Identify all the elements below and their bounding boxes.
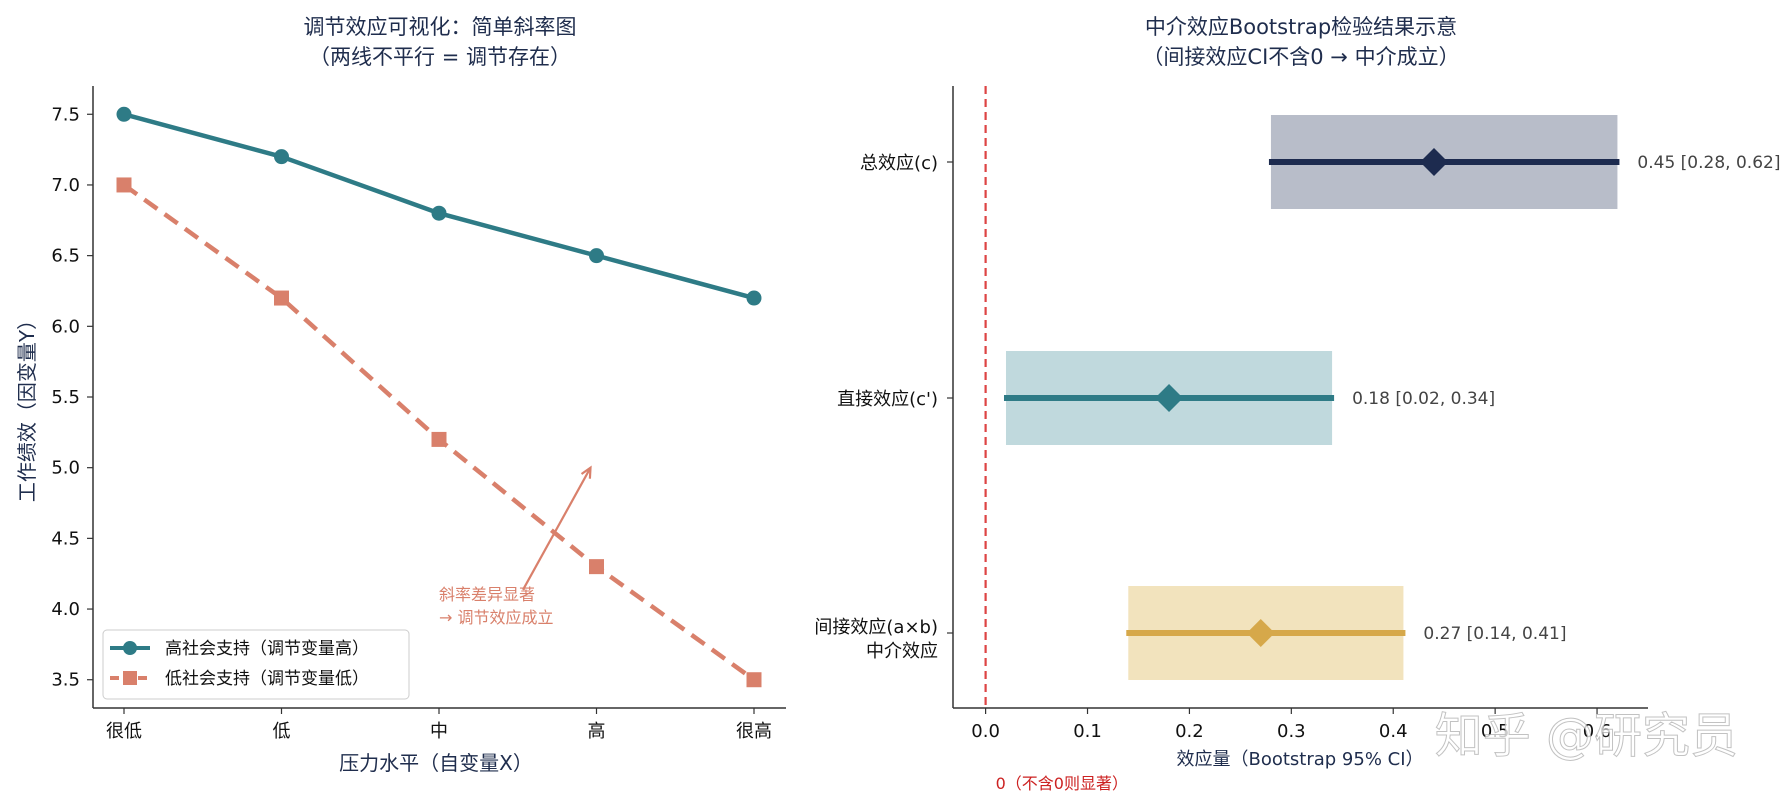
- forest-chart-title-line2: （间接效应CI不含0 → 中介成立）: [1142, 45, 1459, 69]
- x-tick-label: 低: [273, 721, 291, 742]
- row-label: 总效应(c): [860, 153, 938, 174]
- slope-chart-y-ticks: 3.5 4.0 4.5 5.0 5.5 6.0 6.5 7.0 7.5: [51, 104, 93, 691]
- data-point-high: [746, 290, 762, 306]
- watermark-logo-text: 知乎 @研究员: [1435, 708, 1738, 764]
- data-point-low: [589, 559, 604, 575]
- slope-chart-title-line1: 调节效应可视化：简单斜率图: [304, 15, 577, 39]
- data-point-low: [746, 672, 762, 688]
- x-tick-label: 很高: [736, 721, 772, 742]
- row-label-line1: 间接效应(a×b): [814, 617, 938, 638]
- annotation-text-line2: → 调节效应成立: [439, 608, 554, 627]
- row-label: 直接效应(c'): [837, 389, 938, 410]
- data-point-low: [274, 290, 289, 306]
- zero-reference-label: 0（不含0则显著）: [996, 774, 1128, 793]
- x-tick-label: 0.6: [1583, 721, 1612, 742]
- slope-chart-y-label: 工作绩效（因变量Y）: [15, 310, 39, 502]
- y-tick-label: 5.5: [51, 387, 80, 408]
- x-tick-label: 0.1: [1073, 721, 1102, 742]
- slope-chart-x-ticks: 很低 低 中 高 很高: [106, 708, 772, 742]
- x-tick-label: 0.4: [1379, 721, 1408, 742]
- slope-chart-legend: 高社会支持（调节变量高） 低社会支持（调节变量低）: [102, 629, 410, 700]
- slope-chart-x-label: 压力水平（自变量X）: [339, 751, 533, 775]
- annotation-arrow: [522, 467, 592, 591]
- y-tick-label: 5.0: [51, 458, 80, 479]
- data-point-high: [116, 106, 132, 122]
- estimate-diamond: [1419, 148, 1448, 176]
- data-point-high: [431, 205, 447, 221]
- y-tick-label: 6.5: [51, 246, 80, 267]
- annotation-arrow-head: [580, 465, 592, 479]
- slope-chart-title-line2: （两线不平行 = 调节存在）: [309, 45, 571, 69]
- forest-chart-rows: 0.45 [0.28, 0.62] 总效应(c) 0.18 [0.02, 0.34]…: [814, 115, 1780, 680]
- legend-marker-high: [123, 641, 137, 655]
- forest-chart-x-ticks: 0.0 0.1 0.2 0.3 0.4 0.5 0.6: [971, 708, 1611, 742]
- x-tick-label: 高: [588, 721, 606, 742]
- slope-chart-series: [116, 106, 762, 688]
- forest-chart-title-line1: 中介效应Bootstrap检验结果示意: [1145, 15, 1457, 39]
- legend-box: [102, 629, 410, 700]
- annotation-text-line1: 斜率差异显著: [439, 585, 535, 604]
- value-label: 0.45 [0.28, 0.62]: [1637, 153, 1780, 173]
- slope-annotation: 斜率差异显著 → 调节效应成立: [439, 465, 592, 627]
- forest-chart-x-label: 效应量（Bootstrap 95% CI）: [1176, 749, 1423, 770]
- legend-label-high: 高社会支持（调节变量高）: [165, 639, 369, 659]
- y-tick-label: 4.5: [51, 528, 80, 549]
- y-tick-label: 6.0: [51, 316, 80, 337]
- legend-label-low: 低社会支持（调节变量低）: [165, 669, 369, 689]
- y-tick-label: 3.5: [51, 670, 80, 691]
- x-tick-label: 0.5: [1481, 721, 1510, 742]
- y-tick-label: 7.0: [51, 175, 80, 196]
- forest-chart: 中介效应Bootstrap检验结果示意 （间接效应CI不含0 → 中介成立） 0…: [814, 15, 1780, 793]
- data-point-high: [589, 248, 604, 264]
- y-tick-label: 4.0: [51, 599, 80, 620]
- data-point-low: [431, 431, 447, 447]
- x-tick-label: 0.0: [971, 721, 1000, 742]
- value-label: 0.18 [0.02, 0.34]: [1352, 389, 1495, 409]
- x-tick-label: 0.2: [1175, 721, 1204, 742]
- slope-chart: 调节效应可视化：简单斜率图 （两线不平行 = 调节存在） 3.5 4.0 4.5 5.…: [15, 15, 786, 775]
- x-tick-label: 很低: [106, 721, 142, 742]
- y-tick-label: 7.5: [51, 104, 80, 125]
- data-point-low: [116, 177, 132, 193]
- x-tick-label: 中: [430, 721, 448, 742]
- row-label-line2: 中介效应: [866, 641, 938, 662]
- data-point-high: [274, 149, 289, 165]
- value-label: 0.27 [0.14, 0.41]: [1423, 624, 1566, 644]
- legend-marker-low: [123, 671, 137, 685]
- estimate-diamond: [1155, 384, 1184, 412]
- estimate-diamond: [1246, 619, 1275, 647]
- x-tick-label: 0.3: [1277, 721, 1306, 742]
